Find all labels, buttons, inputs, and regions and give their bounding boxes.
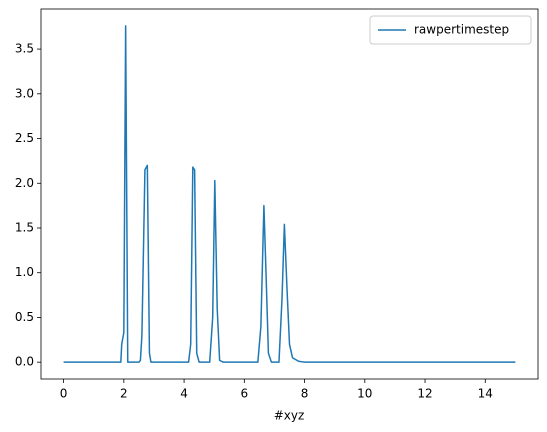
x-tick-label: 6 [240,387,248,401]
plot-frame [40,8,539,380]
x-tick-label: 10 [357,387,372,401]
y-tick-label: 1.0 [15,265,34,279]
line-series [63,25,516,363]
y-tick-label: 2.5 [15,131,34,145]
x-tick-label: 8 [301,387,309,401]
x-axis-label: #xyz [274,409,305,423]
y-tick-label: 0.0 [15,355,34,369]
x-tick-label: 4 [180,387,188,401]
legend-box [369,15,532,45]
x-tick-label: 12 [417,387,432,401]
legend-label: rawpertimestep [414,23,509,37]
x-tick-label: 2 [120,387,128,401]
x-tick-label: 14 [478,387,493,401]
y-tick-label: 0.5 [15,310,34,324]
y-tick-label: 2.0 [15,176,34,190]
y-tick-label: 3.5 [15,42,34,56]
y-tick-label: 1.5 [15,220,34,234]
x-tick-label: 0 [60,387,68,401]
y-tick-label: 3.0 [15,86,34,100]
